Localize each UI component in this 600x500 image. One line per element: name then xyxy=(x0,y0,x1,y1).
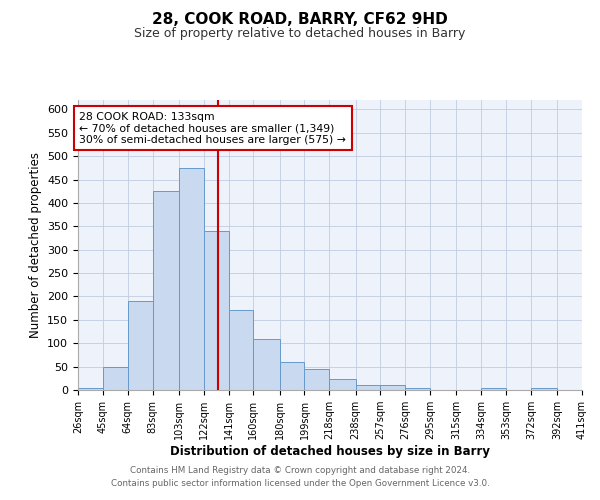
Bar xyxy=(531,388,557,390)
Bar xyxy=(78,388,103,390)
Bar xyxy=(203,231,229,390)
Bar xyxy=(356,386,380,390)
Text: Contains HM Land Registry data © Crown copyright and database right 2024.
Contai: Contains HM Land Registry data © Crown c… xyxy=(110,466,490,487)
Bar xyxy=(152,191,179,390)
Text: 28 COOK ROAD: 133sqm
← 70% of detached houses are smaller (1,349)
30% of semi-de: 28 COOK ROAD: 133sqm ← 70% of detached h… xyxy=(79,112,346,145)
Bar xyxy=(481,388,506,390)
Bar xyxy=(380,386,405,390)
Bar xyxy=(103,366,128,390)
Bar xyxy=(253,340,280,390)
Bar xyxy=(329,379,356,390)
X-axis label: Distribution of detached houses by size in Barry: Distribution of detached houses by size … xyxy=(170,445,490,458)
Bar xyxy=(128,301,152,390)
Bar xyxy=(179,168,203,390)
Text: 28, COOK ROAD, BARRY, CF62 9HD: 28, COOK ROAD, BARRY, CF62 9HD xyxy=(152,12,448,28)
Text: Size of property relative to detached houses in Barry: Size of property relative to detached ho… xyxy=(134,28,466,40)
Bar xyxy=(280,362,304,390)
Y-axis label: Number of detached properties: Number of detached properties xyxy=(29,152,41,338)
Bar xyxy=(304,369,329,390)
Bar xyxy=(405,388,430,390)
Bar xyxy=(229,310,253,390)
